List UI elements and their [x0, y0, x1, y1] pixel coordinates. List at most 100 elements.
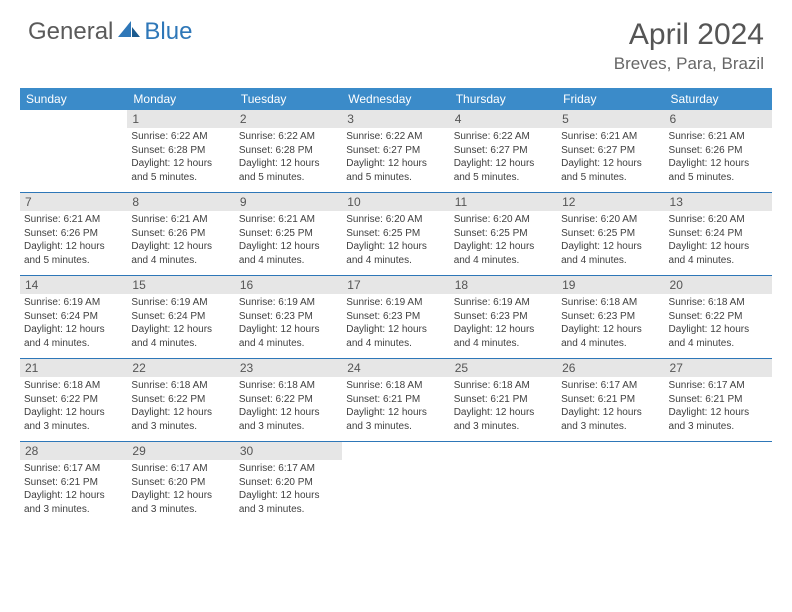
week-row: 14Sunrise: 6:19 AMSunset: 6:24 PMDayligh…	[20, 276, 772, 359]
month-title: April 2024	[614, 18, 764, 52]
day-number: 23	[235, 359, 342, 377]
sunrise-line: Sunrise: 6:22 AM	[239, 130, 338, 144]
daylight-line: and 5 minutes.	[454, 171, 553, 185]
day-number: 26	[557, 359, 664, 377]
sunrise-line: Sunrise: 6:18 AM	[669, 296, 768, 310]
day-cell	[665, 442, 772, 524]
day-cell	[450, 442, 557, 524]
day-cell: 1Sunrise: 6:22 AMSunset: 6:28 PMDaylight…	[127, 110, 234, 192]
day-cell	[20, 110, 127, 192]
sunset-line: Sunset: 6:26 PM	[131, 227, 230, 241]
day-cell: 28Sunrise: 6:17 AMSunset: 6:21 PMDayligh…	[20, 442, 127, 524]
day-cell: 8Sunrise: 6:21 AMSunset: 6:26 PMDaylight…	[127, 193, 234, 275]
day-number: 17	[342, 276, 449, 294]
sunrise-line: Sunrise: 6:17 AM	[24, 462, 123, 476]
sunset-line: Sunset: 6:21 PM	[454, 393, 553, 407]
logo-text-1: General	[28, 18, 113, 46]
day-number: 22	[127, 359, 234, 377]
week-row: 1Sunrise: 6:22 AMSunset: 6:28 PMDaylight…	[20, 110, 772, 193]
daylight-line: Daylight: 12 hours	[131, 323, 230, 337]
day-cell: 12Sunrise: 6:20 AMSunset: 6:25 PMDayligh…	[557, 193, 664, 275]
daylight-line: Daylight: 12 hours	[239, 240, 338, 254]
day-cell: 27Sunrise: 6:17 AMSunset: 6:21 PMDayligh…	[665, 359, 772, 441]
sunset-line: Sunset: 6:24 PM	[24, 310, 123, 324]
day-cell: 14Sunrise: 6:19 AMSunset: 6:24 PMDayligh…	[20, 276, 127, 358]
weeks-container: 1Sunrise: 6:22 AMSunset: 6:28 PMDaylight…	[20, 110, 772, 524]
logo-sail-icon	[118, 21, 140, 44]
daylight-line: and 3 minutes.	[561, 420, 660, 434]
daylight-line: Daylight: 12 hours	[24, 406, 123, 420]
sunrise-line: Sunrise: 6:18 AM	[561, 296, 660, 310]
daylight-line: and 3 minutes.	[239, 420, 338, 434]
day-number: 3	[342, 110, 449, 128]
sunset-line: Sunset: 6:28 PM	[239, 144, 338, 158]
sunrise-line: Sunrise: 6:18 AM	[131, 379, 230, 393]
daylight-line: and 4 minutes.	[239, 337, 338, 351]
daylight-line: Daylight: 12 hours	[561, 157, 660, 171]
day-cell: 2Sunrise: 6:22 AMSunset: 6:28 PMDaylight…	[235, 110, 342, 192]
dow-monday: Monday	[127, 88, 234, 110]
daylight-line: and 5 minutes.	[239, 171, 338, 185]
day-cell: 18Sunrise: 6:19 AMSunset: 6:23 PMDayligh…	[450, 276, 557, 358]
daylight-line: and 3 minutes.	[131, 503, 230, 517]
sunset-line: Sunset: 6:21 PM	[346, 393, 445, 407]
day-cell: 19Sunrise: 6:18 AMSunset: 6:23 PMDayligh…	[557, 276, 664, 358]
day-cell	[342, 442, 449, 524]
sunset-line: Sunset: 6:21 PM	[669, 393, 768, 407]
daylight-line: Daylight: 12 hours	[669, 240, 768, 254]
dow-wednesday: Wednesday	[342, 88, 449, 110]
day-number: 28	[20, 442, 127, 460]
sunset-line: Sunset: 6:20 PM	[239, 476, 338, 490]
daylight-line: and 3 minutes.	[131, 420, 230, 434]
sunrise-line: Sunrise: 6:19 AM	[346, 296, 445, 310]
sunset-line: Sunset: 6:24 PM	[131, 310, 230, 324]
daylight-line: and 4 minutes.	[24, 337, 123, 351]
sunset-line: Sunset: 6:28 PM	[131, 144, 230, 158]
daylight-line: and 5 minutes.	[24, 254, 123, 268]
sunset-line: Sunset: 6:26 PM	[669, 144, 768, 158]
day-number: 1	[127, 110, 234, 128]
sunrise-line: Sunrise: 6:18 AM	[24, 379, 123, 393]
sunset-line: Sunset: 6:24 PM	[669, 227, 768, 241]
day-number: 14	[20, 276, 127, 294]
sunrise-line: Sunrise: 6:19 AM	[239, 296, 338, 310]
daylight-line: Daylight: 12 hours	[131, 489, 230, 503]
sunrise-line: Sunrise: 6:18 AM	[346, 379, 445, 393]
header: General Blue April 2024 Breves, Para, Br…	[0, 0, 792, 80]
daylight-line: and 5 minutes.	[131, 171, 230, 185]
day-number: 12	[557, 193, 664, 211]
daylight-line: and 3 minutes.	[346, 420, 445, 434]
daylight-line: and 5 minutes.	[561, 171, 660, 185]
title-block: April 2024 Breves, Para, Brazil	[614, 18, 764, 74]
sunrise-line: Sunrise: 6:22 AM	[346, 130, 445, 144]
sunset-line: Sunset: 6:23 PM	[346, 310, 445, 324]
day-number: 11	[450, 193, 557, 211]
daylight-line: Daylight: 12 hours	[454, 323, 553, 337]
daylight-line: Daylight: 12 hours	[346, 157, 445, 171]
daylight-line: Daylight: 12 hours	[561, 406, 660, 420]
day-number: 13	[665, 193, 772, 211]
daylight-line: Daylight: 12 hours	[669, 406, 768, 420]
day-cell: 20Sunrise: 6:18 AMSunset: 6:22 PMDayligh…	[665, 276, 772, 358]
daylight-line: Daylight: 12 hours	[239, 323, 338, 337]
day-cell: 24Sunrise: 6:18 AMSunset: 6:21 PMDayligh…	[342, 359, 449, 441]
day-cell: 23Sunrise: 6:18 AMSunset: 6:22 PMDayligh…	[235, 359, 342, 441]
day-number: 25	[450, 359, 557, 377]
sunrise-line: Sunrise: 6:20 AM	[346, 213, 445, 227]
sunrise-line: Sunrise: 6:21 AM	[24, 213, 123, 227]
dow-thursday: Thursday	[450, 88, 557, 110]
sunset-line: Sunset: 6:22 PM	[669, 310, 768, 324]
daylight-line: and 4 minutes.	[669, 254, 768, 268]
day-number: 24	[342, 359, 449, 377]
sunset-line: Sunset: 6:25 PM	[239, 227, 338, 241]
daylight-line: Daylight: 12 hours	[454, 406, 553, 420]
daylight-line: Daylight: 12 hours	[239, 406, 338, 420]
sunset-line: Sunset: 6:25 PM	[454, 227, 553, 241]
day-cell: 16Sunrise: 6:19 AMSunset: 6:23 PMDayligh…	[235, 276, 342, 358]
daylight-line: Daylight: 12 hours	[669, 323, 768, 337]
logo: General Blue	[28, 18, 192, 46]
dow-header-row: Sunday Monday Tuesday Wednesday Thursday…	[20, 88, 772, 110]
daylight-line: and 4 minutes.	[669, 337, 768, 351]
day-cell: 10Sunrise: 6:20 AMSunset: 6:25 PMDayligh…	[342, 193, 449, 275]
day-number: 4	[450, 110, 557, 128]
